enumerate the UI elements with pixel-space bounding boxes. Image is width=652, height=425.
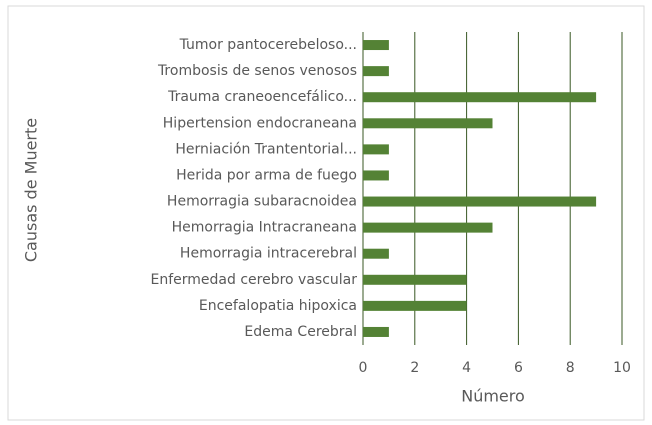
bar: [363, 274, 467, 285]
y-tick-label: Trombosis de senos venosos: [157, 63, 357, 79]
y-tick-label: Hemorragia intracerebral: [180, 246, 357, 262]
y-tick-label: Herniación Trantentorial...: [175, 141, 357, 157]
y-tick-label: Edema Cerebral: [244, 324, 357, 340]
bar: [363, 326, 389, 337]
x-tick-label: 4: [462, 360, 471, 376]
y-tick-label: Trauma craneoencefálico...: [167, 89, 357, 105]
bar: [363, 170, 389, 181]
bar: [363, 144, 389, 155]
y-tick-label: Encefalopatia hipoxica: [199, 298, 357, 314]
x-tick-label: 2: [410, 360, 419, 376]
bar: [363, 66, 389, 77]
y-tick-label: Tumor pantocerebeloso...: [179, 37, 357, 53]
y-axis-title: Causas de Muerte: [22, 118, 41, 262]
y-tick-label: Enfermedad cerebro vascular: [151, 272, 358, 288]
y-tick-label: Hemorragia subaracnoidea: [167, 194, 357, 210]
y-tick-label: Hipertension endocraneana: [163, 115, 357, 131]
bar: [363, 196, 597, 207]
chart-frame: [7, 5, 645, 421]
x-tick-label: 10: [613, 360, 631, 376]
y-tick-label: Herida por arma de fuego: [176, 167, 357, 183]
bar: [363, 300, 467, 311]
x-tick-label: 8: [566, 360, 575, 376]
bar: [363, 118, 493, 129]
bar: [363, 222, 493, 233]
x-axis-title: Número: [461, 387, 525, 406]
bar: [363, 92, 597, 103]
x-tick-label: 6: [514, 360, 523, 376]
bar: [363, 248, 389, 259]
y-tick-label: Hemorragia Intracraneana: [172, 220, 357, 236]
x-tick-label: 0: [359, 360, 368, 376]
bar: [363, 40, 389, 51]
